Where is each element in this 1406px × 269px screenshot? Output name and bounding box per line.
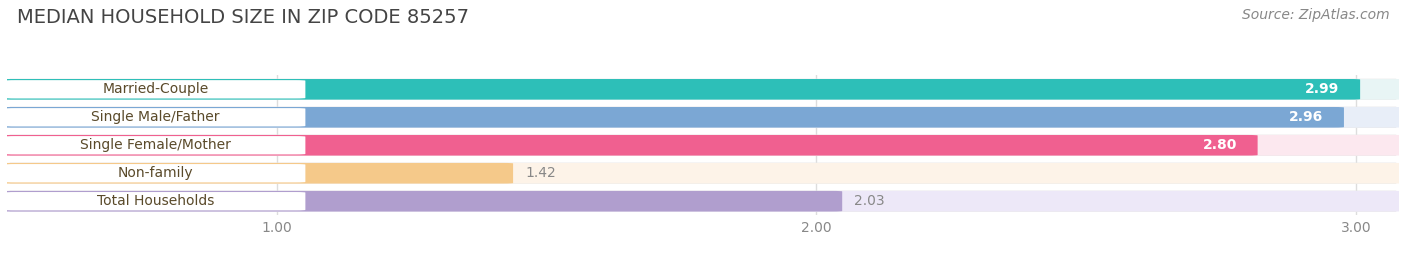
Text: 2.80: 2.80 (1202, 138, 1237, 152)
FancyBboxPatch shape (10, 107, 1396, 128)
FancyBboxPatch shape (1, 107, 1344, 128)
FancyBboxPatch shape (1, 79, 1405, 100)
FancyBboxPatch shape (1, 107, 1405, 128)
FancyBboxPatch shape (10, 190, 1396, 212)
Text: Married-Couple: Married-Couple (103, 82, 208, 96)
FancyBboxPatch shape (1, 191, 842, 211)
FancyBboxPatch shape (1, 135, 1257, 155)
Text: 2.96: 2.96 (1289, 110, 1323, 124)
FancyBboxPatch shape (1, 163, 513, 183)
FancyBboxPatch shape (1, 163, 1405, 183)
FancyBboxPatch shape (1, 191, 1405, 211)
Text: Total Households: Total Households (97, 194, 214, 208)
Text: Source: ZipAtlas.com: Source: ZipAtlas.com (1241, 8, 1389, 22)
FancyBboxPatch shape (6, 108, 305, 126)
FancyBboxPatch shape (1, 79, 1360, 100)
Text: 1.42: 1.42 (524, 166, 555, 180)
FancyBboxPatch shape (6, 136, 305, 154)
FancyBboxPatch shape (1, 135, 1405, 155)
Text: Single Female/Mother: Single Female/Mother (80, 138, 231, 152)
FancyBboxPatch shape (6, 164, 305, 182)
Text: 2.03: 2.03 (853, 194, 884, 208)
FancyBboxPatch shape (10, 79, 1396, 100)
Text: 2.99: 2.99 (1305, 82, 1340, 96)
Text: Single Male/Father: Single Male/Father (91, 110, 219, 124)
FancyBboxPatch shape (10, 134, 1396, 156)
FancyBboxPatch shape (6, 80, 305, 98)
Text: Non-family: Non-family (118, 166, 193, 180)
Text: MEDIAN HOUSEHOLD SIZE IN ZIP CODE 85257: MEDIAN HOUSEHOLD SIZE IN ZIP CODE 85257 (17, 8, 468, 27)
FancyBboxPatch shape (10, 162, 1396, 184)
FancyBboxPatch shape (6, 192, 305, 210)
